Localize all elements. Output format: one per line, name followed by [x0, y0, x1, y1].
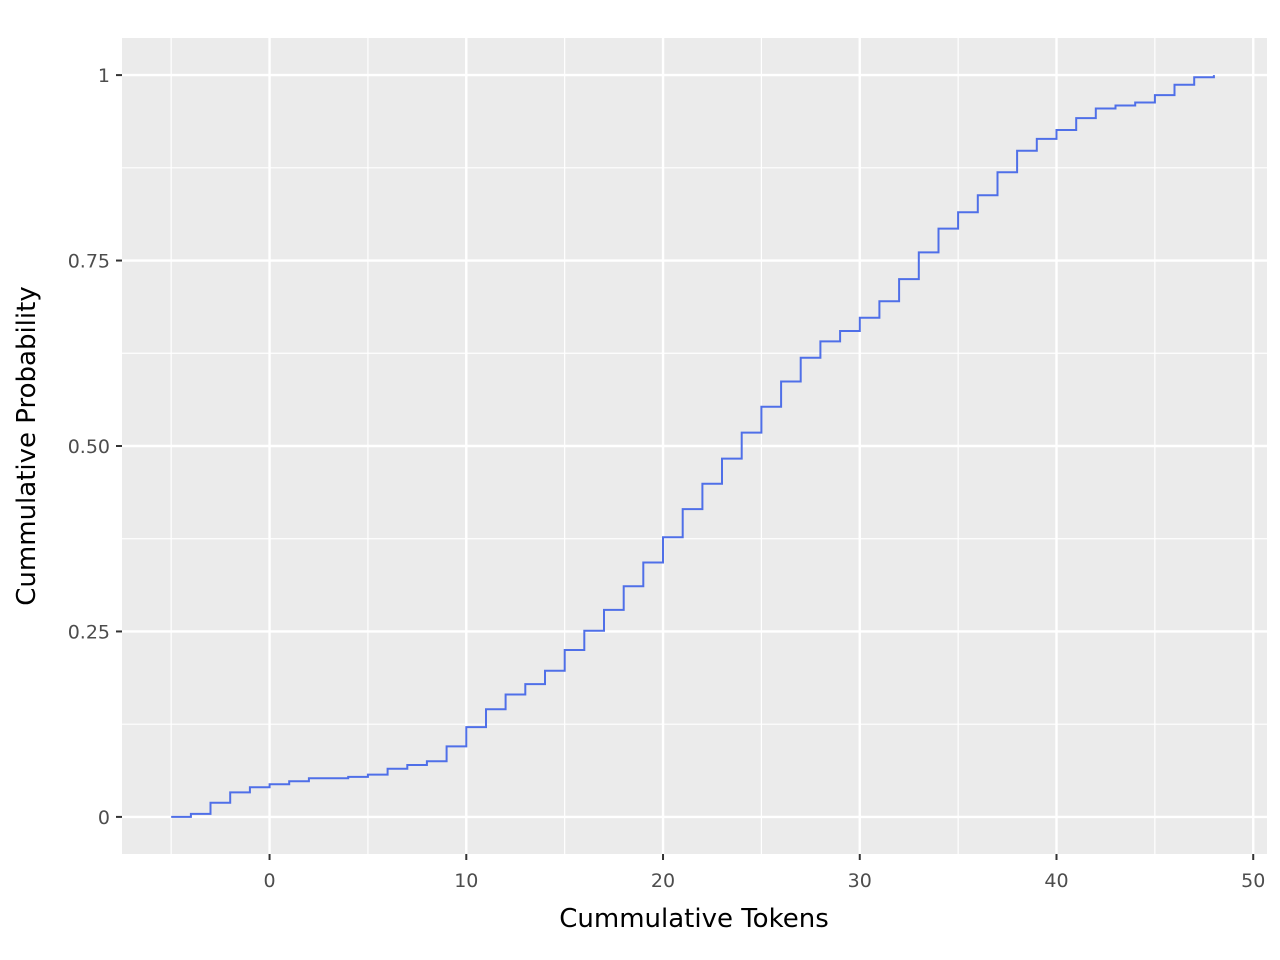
y-tick-label: 1	[98, 65, 110, 87]
x-tick-label: 30	[848, 870, 872, 892]
x-tick-label: 0	[264, 870, 276, 892]
grid-major	[122, 38, 1267, 854]
y-tick-label: 0.75	[68, 251, 110, 273]
x-axis: 0 10 20 30 40 50	[264, 854, 1265, 892]
x-axis-title: Cummulative Tokens	[559, 904, 829, 934]
x-tick-label: 40	[1044, 870, 1068, 892]
x-tick-label: 10	[454, 870, 478, 892]
y-tick-label: 0.50	[68, 436, 110, 458]
x-tick-label: 50	[1241, 870, 1265, 892]
ecdf-step-line	[171, 75, 1215, 818]
y-tick-label: 0.25	[68, 621, 110, 643]
y-axis: 0 0.25 0.50 0.75 1	[68, 65, 122, 829]
y-axis-title: Cummulative Probability	[12, 286, 42, 605]
y-tick-label: 0	[98, 807, 110, 829]
x-tick-label: 20	[651, 870, 675, 892]
